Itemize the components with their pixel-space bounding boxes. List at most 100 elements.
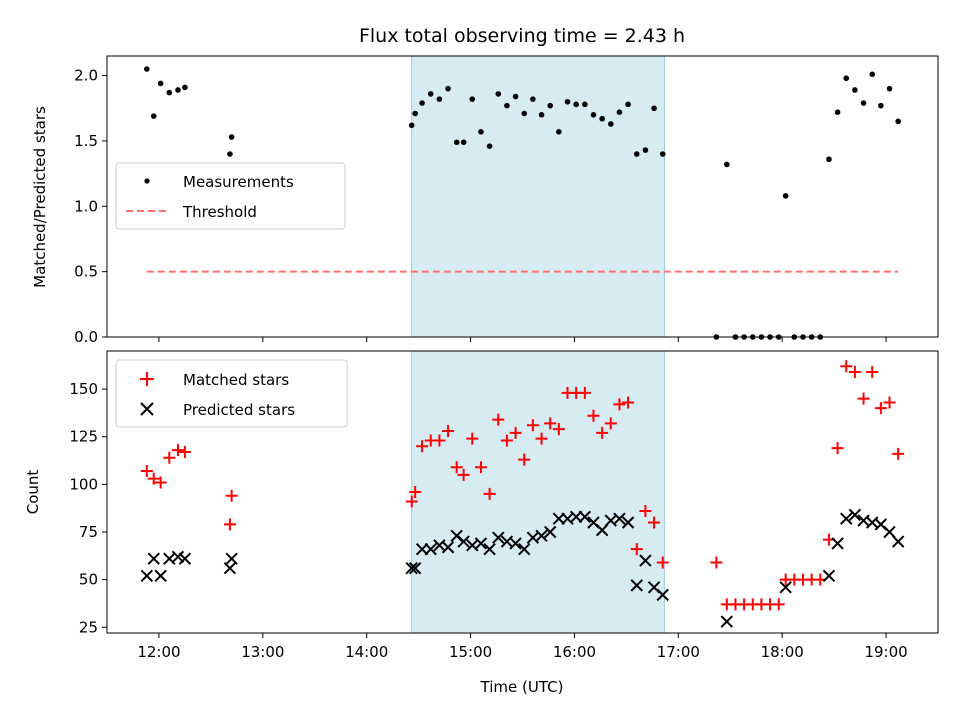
legend-label-predicted-stars: Predicted stars <box>183 401 295 419</box>
measurement-point <box>521 110 528 117</box>
chart-title: Flux total observing time = 2.43 h <box>359 25 685 47</box>
matched-star-point <box>840 360 853 373</box>
measurement-point <box>538 112 545 118</box>
matched-star-point <box>409 486 422 498</box>
matched-star-point <box>442 425 455 438</box>
measurement-point <box>419 100 425 106</box>
matched-star-point <box>710 556 723 569</box>
matched-star-point <box>596 426 609 439</box>
predicted-star-point <box>140 569 154 583</box>
measurement-point <box>166 89 173 96</box>
y-tick-label: 50 <box>79 571 98 589</box>
measurement-point <box>486 143 493 149</box>
measurement-point <box>852 87 858 93</box>
measurement-point <box>659 151 666 157</box>
matched-star-point <box>535 432 548 445</box>
bottom-observing-interval-shade <box>411 350 665 634</box>
matched-star-point <box>509 426 522 439</box>
bottom-legend-box <box>115 359 348 428</box>
predicted-star-point <box>509 537 522 550</box>
x-tick-label: 14:00 <box>345 643 388 661</box>
matched-star-point <box>639 505 652 518</box>
predicted-star-point <box>154 569 167 583</box>
matched-star-point <box>866 365 879 378</box>
measurement-point <box>469 96 476 102</box>
matched-star-point <box>857 392 870 405</box>
measurement-point <box>860 100 867 106</box>
predicted-star-point <box>474 537 488 550</box>
top-legend: Measurements Threshold <box>115 162 346 230</box>
predicted-star-point <box>535 529 548 543</box>
top-observing-interval-shade <box>411 55 665 338</box>
matched-star-point <box>526 419 539 432</box>
measurement-point <box>408 122 415 129</box>
x-tick-label: 16:00 <box>553 643 596 661</box>
x-tick-label: 13:00 <box>241 643 284 661</box>
measurement-point <box>157 80 164 87</box>
matched-star-point <box>831 442 844 455</box>
predicted-star-point <box>405 562 418 575</box>
predicted-star-point <box>779 581 792 594</box>
measurement-point <box>651 105 657 112</box>
matched-star-point <box>474 461 487 474</box>
matched-star-point <box>883 396 896 409</box>
legend-marker-measurements <box>144 178 150 184</box>
measurement-point <box>530 96 536 102</box>
predicted-star-point <box>223 562 237 575</box>
top-axes-frame <box>106 55 939 338</box>
matched-star-point <box>405 495 418 508</box>
measurement-point <box>445 85 451 92</box>
measurement-point <box>412 110 418 117</box>
matched-star-point <box>450 461 463 474</box>
matched-star-point <box>147 472 160 485</box>
measurement-point <box>782 193 789 199</box>
bottom-axes-frame <box>106 350 939 634</box>
measurement-point <box>886 85 893 92</box>
matched-star-point <box>892 447 905 460</box>
matched-star-point <box>457 468 470 481</box>
y-tick-label: 150 <box>69 380 98 398</box>
measurement-point <box>723 161 730 168</box>
matched-star-point <box>544 417 557 430</box>
measurement-point <box>573 101 579 108</box>
y-tick-label: 2.0 <box>74 67 98 85</box>
measurement-point <box>512 93 519 100</box>
predicted-star-point <box>621 516 635 529</box>
measurement-point <box>564 98 571 105</box>
matched-star-point <box>848 365 861 378</box>
predicted-star-point <box>518 542 531 556</box>
x-tick-label: 18:00 <box>761 643 804 661</box>
measurement-point <box>547 102 553 109</box>
y-tick-label: 100 <box>69 475 98 493</box>
matched-star-point <box>587 409 600 422</box>
predicted-star-point <box>831 537 844 550</box>
y-tick-label: 25 <box>79 618 98 636</box>
predicted-star-point <box>178 552 192 565</box>
measurement-point <box>182 84 188 91</box>
measurement-point <box>504 102 510 109</box>
x-tick-label: 19:00 <box>864 643 907 661</box>
y-tick-label: 0.0 <box>74 328 98 346</box>
predicted-star-point <box>225 552 238 565</box>
measurement-point <box>878 102 884 109</box>
y-tick-label: 75 <box>79 523 98 541</box>
x-tick-label: 17:00 <box>657 643 700 661</box>
matched-star-point <box>178 445 191 458</box>
matched-star-point <box>772 598 785 611</box>
measurement-point <box>582 101 588 108</box>
matched-star-point <box>223 518 236 531</box>
measurement-point <box>590 112 597 118</box>
matched-star-point <box>518 453 531 466</box>
predicted-star-point <box>147 552 160 565</box>
matched-star-point <box>171 444 184 457</box>
bottom-data-marks <box>140 360 905 628</box>
matched-star-point <box>622 396 635 409</box>
measurement-point <box>478 129 484 135</box>
y-tick-label: 125 <box>69 428 98 446</box>
matched-star-point <box>416 440 429 453</box>
top-y-axis-label: Matched/Predicted stars <box>31 106 49 288</box>
predicted-star-point <box>656 588 669 602</box>
matched-star-point <box>552 423 565 436</box>
x-tick-label: 15:00 <box>449 643 492 661</box>
measurement-point <box>453 139 460 146</box>
